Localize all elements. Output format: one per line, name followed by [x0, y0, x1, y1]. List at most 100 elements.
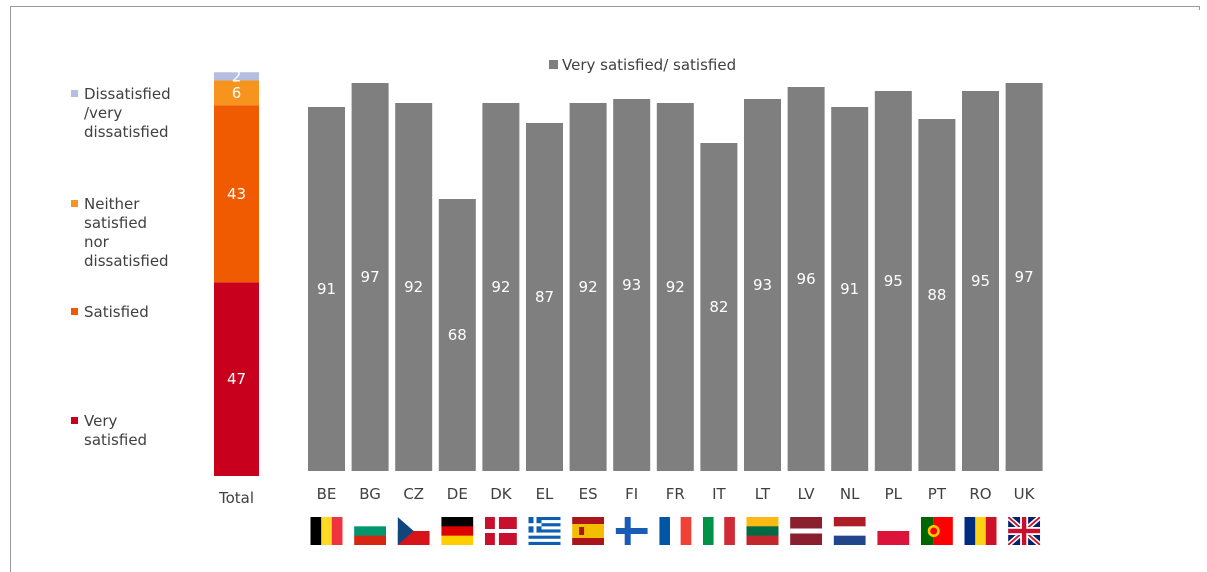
bar-value-lv: 96: [797, 270, 816, 288]
country-bar-legend: Very satisfied/ satisfied: [549, 56, 736, 74]
tick-label-lt: LT: [755, 485, 771, 503]
portugal-flag-icon: [920, 517, 953, 545]
frame-left-border: [10, 6, 11, 572]
total-segment-label-dissatisfied-very-dissatisfied: 2: [232, 67, 242, 85]
bar-value-de: 68: [448, 326, 467, 344]
bar-bg: [351, 83, 389, 471]
tick-label-es: ES: [579, 485, 598, 503]
bar-es: [569, 103, 607, 471]
bar-value-pt: 88: [927, 286, 946, 304]
bar-value-fr: 92: [666, 278, 685, 296]
lithuania-flag-icon: [746, 517, 779, 545]
legend-label-neither-satisfied-nor-dissatisfied-line-4: dissatisfied: [84, 252, 169, 270]
czechia-flag-icon: [397, 517, 430, 545]
bar-be: [308, 107, 345, 471]
bar-value-ro: 95: [971, 272, 990, 290]
frame-top-border: [10, 6, 1200, 7]
legend-swatch-dissatisfied-very-dissatisfied: [71, 90, 78, 97]
bar-value-el: 87: [535, 288, 554, 306]
legend-label-dissatisfied-very-dissatisfied-line-2: /very: [84, 104, 122, 122]
tick-label-cz: CZ: [403, 485, 424, 503]
tick-label-uk: UK: [1014, 485, 1036, 503]
belgium-flag-icon: [310, 517, 343, 545]
bar-de: [438, 199, 476, 471]
netherlands-flag-icon: [833, 517, 866, 545]
tick-label-fi: FI: [625, 485, 638, 503]
greece-flag-icon: [528, 517, 561, 545]
bar-value-pl: 95: [884, 272, 903, 290]
tick-label-fr: FR: [666, 485, 685, 503]
legend-label-neither-satisfied-nor-dissatisfied-line-3: nor: [84, 233, 110, 251]
bar-fi: [613, 99, 651, 471]
total-segment-label-very-satisfied: 47: [227, 370, 246, 388]
spain-flag-icon: [572, 517, 605, 545]
bar-value-lt: 93: [753, 276, 772, 294]
bar-value-cz: 92: [404, 278, 423, 296]
france-flag-icon: [659, 517, 692, 545]
denmark-flag-icon: [484, 517, 517, 545]
tick-label-it: IT: [712, 485, 726, 503]
tick-label-el: EL: [536, 485, 554, 503]
uk-flag-icon: [1008, 517, 1041, 545]
legend-label-neither-satisfied-nor-dissatisfied-line-1: Neither: [84, 195, 140, 213]
bar-value-es: 92: [579, 278, 598, 296]
poland-flag-icon: [877, 517, 910, 545]
legend-label-satisfied-line-1: Satisfied: [84, 303, 149, 321]
legend-swatch-neither-satisfied-nor-dissatisfied: [71, 200, 78, 207]
bar-value-uk: 97: [1015, 268, 1034, 286]
bar-it: [700, 143, 738, 471]
bar-fr: [656, 103, 694, 471]
bar-value-be: 91: [317, 280, 336, 298]
country-bars: 91 BE 97 BG 92 CZ 68 DE 92 DK 87 EL 92 ES 93 FI 92 FR 82 IT…: [308, 83, 1043, 503]
total-tick-label: Total: [218, 489, 254, 507]
tick-label-nl: NL: [840, 485, 860, 503]
bar-ro: [962, 91, 999, 471]
germany-flag-icon: [441, 517, 474, 545]
bar-nl: [831, 107, 869, 471]
tick-label-de: DE: [447, 485, 468, 503]
bar-el: [526, 123, 563, 471]
total-segment-label-neither-satisfied-nor-dissatisfied: 6: [232, 84, 242, 102]
bar-dk: [482, 103, 520, 471]
bar-value-nl: 91: [840, 280, 859, 298]
romania-flag-icon: [964, 517, 997, 545]
tick-label-lv: LV: [798, 485, 816, 503]
tick-label-pl: PL: [885, 485, 903, 503]
legend-swatch-satisfied: [71, 308, 78, 315]
legend-label-very-satisfied-line-1: Very: [84, 412, 117, 430]
bulgaria-flag-icon: [354, 517, 387, 545]
tick-label-ro: RO: [969, 485, 991, 503]
italy-flag-icon: [702, 517, 735, 545]
bar-value-it: 82: [709, 298, 728, 316]
legend-label-very-satisfied-satisfied: Very satisfied/ satisfied: [562, 56, 736, 74]
flag-row: [310, 517, 1041, 545]
tick-label-dk: DK: [490, 485, 513, 503]
tick-label-bg: BG: [359, 485, 381, 503]
bar-value-fi: 93: [622, 276, 641, 294]
legend-label-very-satisfied-line-2: satisfied: [84, 431, 147, 449]
tick-label-be: BE: [317, 485, 337, 503]
total-segment-very-satisfied: [214, 282, 259, 476]
bar-pt: [918, 119, 956, 471]
bar-lv: [787, 87, 825, 471]
bar-cz: [395, 103, 433, 471]
bar-lt: [744, 99, 781, 471]
legend-label-neither-satisfied-nor-dissatisfied-line-2: satisfied: [84, 214, 147, 232]
total-segment-neither-satisfied-nor-dissatisfied: [214, 80, 259, 106]
tick-label-pt: PT: [928, 485, 947, 503]
legend-swatch-very-satisfied: [71, 417, 78, 424]
total-segment-dissatisfied-very-dissatisfied: [214, 72, 259, 81]
legend-swatch-very-satisfied-satisfied: [549, 60, 558, 69]
bar-uk: [1005, 83, 1043, 471]
bar-pl: [874, 91, 912, 471]
latvia-flag-icon: [790, 517, 823, 545]
bar-value-dk: 92: [491, 278, 510, 296]
legend-label-dissatisfied-very-dissatisfied-line-3: dissatisfied: [84, 123, 169, 141]
stacked-bar-legend: Dissatisfied/verydissatisfiedNeithersati…: [71, 85, 171, 449]
legend-label-dissatisfied-very-dissatisfied-line-1: Dissatisfied: [84, 85, 171, 103]
bar-value-bg: 97: [361, 268, 380, 286]
finland-flag-icon: [615, 517, 648, 545]
total-segment-satisfied: [214, 105, 259, 283]
frame-right-border: [1199, 6, 1200, 10]
